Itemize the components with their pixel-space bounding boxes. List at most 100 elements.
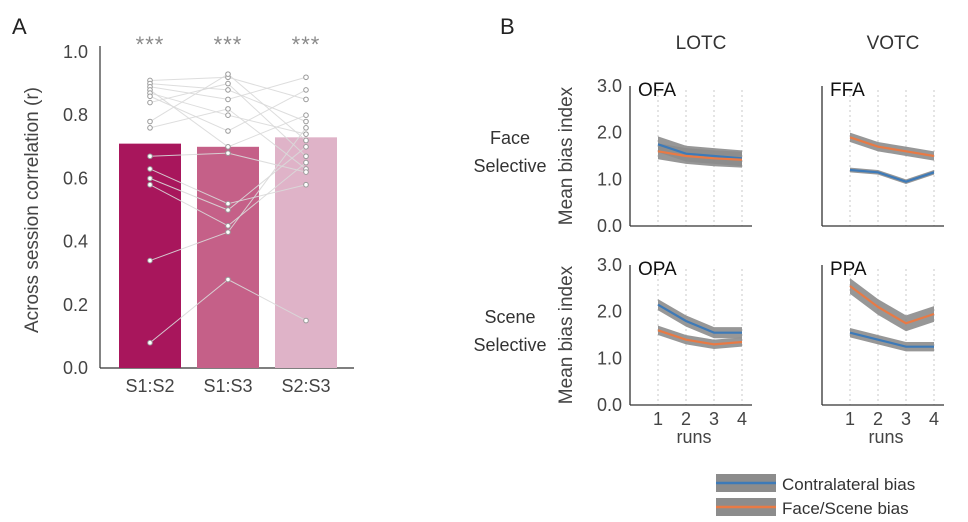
x-axis-title: runs xyxy=(868,427,903,447)
y-tick-label: 0.6 xyxy=(63,168,88,188)
subject-point xyxy=(225,112,231,118)
y-tick-label: 3.0 xyxy=(597,255,622,275)
roi-label: FFA xyxy=(830,80,865,101)
subject-point xyxy=(303,169,309,175)
y-tick-label: 1.0 xyxy=(63,42,88,62)
subject-point xyxy=(225,96,231,103)
subject-point xyxy=(303,96,309,103)
subject-point xyxy=(303,181,309,188)
y-axis-title: Across session correlation (r) xyxy=(22,87,43,333)
y-tick-label: 2.0 xyxy=(597,302,622,322)
y-tick-label: 1.0 xyxy=(597,348,622,368)
subject-point xyxy=(225,144,231,150)
series-line-contralateral xyxy=(657,303,742,334)
subject-point xyxy=(147,118,153,125)
bar-s1-s3 xyxy=(197,146,259,368)
series-line-face-scene xyxy=(849,136,935,158)
x-tick-label: 3 xyxy=(901,409,911,429)
error-band-contralateral xyxy=(850,328,934,352)
y-axis-title: Mean bias index xyxy=(556,265,577,404)
subject-point xyxy=(303,87,309,93)
series-line-contralateral xyxy=(657,143,743,160)
subject-point xyxy=(147,93,153,100)
y-tick-label: 0.0 xyxy=(597,216,622,236)
line-chart-grid: LOTC VOTC Face Selective Scene Selective 0.0 1.… xyxy=(473,33,944,447)
subplot-ofa: 0.0 1.0 2.0 3.0 Mean bias index OFA xyxy=(556,76,752,236)
column-header: LOTC xyxy=(676,33,727,54)
subject-point xyxy=(303,125,309,131)
subject-point xyxy=(303,159,309,166)
subject-point xyxy=(225,207,231,213)
subplot-ppa: 1 2 3 4 runs PPA xyxy=(821,259,944,447)
subject-point xyxy=(225,128,231,134)
roi-label: PPA xyxy=(830,259,867,280)
subject-point xyxy=(303,317,309,324)
subject-point xyxy=(303,118,309,125)
roi-label: OPA xyxy=(638,259,677,280)
x-tick-label: S1:S3 xyxy=(203,376,252,396)
x-tick-label: 2 xyxy=(873,409,883,429)
subject-point xyxy=(147,166,153,172)
subject-point xyxy=(303,144,309,150)
x-axis-title: runs xyxy=(676,427,711,447)
row-header: Selective xyxy=(473,156,546,176)
bar-s2-s3 xyxy=(275,137,337,368)
panel-b-label: B xyxy=(500,14,515,39)
subject-point xyxy=(303,137,309,144)
x-tick-label: 4 xyxy=(737,409,747,429)
series-line-face-scene xyxy=(849,285,935,325)
subject-point xyxy=(147,181,153,188)
subject-point xyxy=(147,153,153,160)
series-line-contralateral xyxy=(849,168,935,183)
legend-label-contralateral: Contralateral bias xyxy=(782,475,915,494)
subject-point xyxy=(147,257,153,264)
y-tick-label: 1.0 xyxy=(597,169,622,189)
y-tick-label: 0.8 xyxy=(63,105,88,125)
subject-point xyxy=(303,112,309,118)
subject-point xyxy=(303,131,309,137)
subject-point xyxy=(225,106,231,112)
subject-point xyxy=(303,74,309,81)
legend-label-face-scene: Face/Scene bias xyxy=(782,499,909,518)
subject-point xyxy=(225,229,231,235)
significance-stars: *** xyxy=(292,32,321,57)
row-header: Selective xyxy=(473,335,546,355)
row-header: Face xyxy=(490,128,530,148)
x-tick-label: 3 xyxy=(709,409,719,429)
subject-point xyxy=(303,153,309,160)
y-tick-label: 3.0 xyxy=(597,76,622,96)
column-header: VOTC xyxy=(867,33,920,54)
x-tick-label: 1 xyxy=(653,409,663,429)
x-tick-label: 1 xyxy=(845,409,855,429)
error-band-face-scene xyxy=(850,278,934,332)
significance-stars: *** xyxy=(214,32,243,57)
y-tick-label: 2.0 xyxy=(597,123,622,143)
error-band-face-scene xyxy=(850,132,934,161)
series-line-face-scene xyxy=(657,329,743,346)
subject-point xyxy=(147,125,153,131)
panel-a-label: A xyxy=(12,14,27,39)
subject-point xyxy=(147,99,153,106)
y-tick-label: 0.2 xyxy=(63,295,88,315)
subject-point xyxy=(225,71,231,77)
subject-point xyxy=(225,276,231,283)
subject-point xyxy=(225,200,231,207)
y-tick-label: 0.0 xyxy=(63,358,88,378)
series-line-face-scene xyxy=(657,150,743,161)
subplot-ffa: FFA xyxy=(821,80,944,227)
subject-point xyxy=(147,175,153,182)
y-tick-label: 0.0 xyxy=(597,395,622,415)
roi-label: OFA xyxy=(638,80,676,101)
x-tick-label: S1:S2 xyxy=(125,376,174,396)
bar-chart: 0.0 0.2 0.4 0.6 0.8 1.0 Across session correla… xyxy=(22,32,354,396)
x-tick-label: 4 xyxy=(929,409,939,429)
y-tick-label: 0.4 xyxy=(63,232,88,252)
x-tick-label: S2:S3 xyxy=(281,376,330,396)
series-line-contralateral xyxy=(849,331,934,348)
legend: Contralateral bias Face/Scene bias xyxy=(716,474,915,518)
subject-point xyxy=(147,339,153,346)
y-axis-title: Mean bias index xyxy=(556,86,577,225)
x-tick-label: 2 xyxy=(681,409,691,429)
significance-stars: *** xyxy=(136,32,165,57)
